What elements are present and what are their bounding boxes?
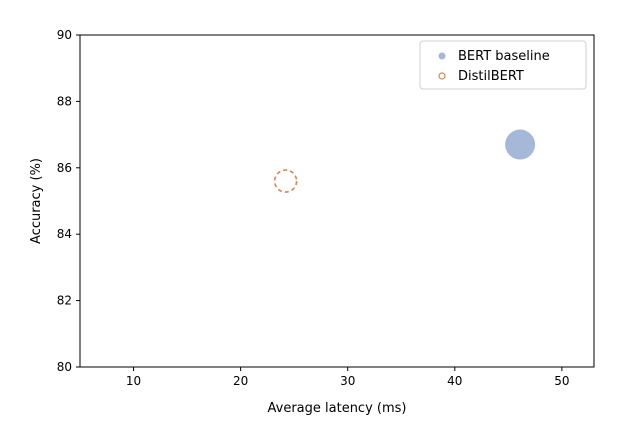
y-tick-label: 90 [57,28,72,42]
x-tick-label: 50 [554,374,569,388]
plot-frame [79,34,595,368]
y-axis-label: Accuracy (%) [29,158,44,244]
axes-layer: 10 20 30 40 50 80 82 84 86 88 90 [57,28,595,388]
legend-label-distilbert: DistilBERT [458,69,524,84]
marks-layer [273,129,536,193]
data-point-distilbert [273,169,298,193]
legend-marker-bert-baseline [438,52,446,60]
x-tick-label: 10 [126,374,141,388]
y-tick-label: 84 [57,227,72,241]
x-tick-label: 20 [233,374,248,388]
x-axis-label: Average latency (ms) [268,401,407,416]
legend-marker-distilbert [438,72,446,80]
legend-label-bert-baseline: BERT baseline [458,49,550,64]
y-tick-label: 86 [57,161,72,175]
y-tick-label: 80 [57,360,72,374]
data-point-bert-baseline [505,129,536,160]
x-tick-label: 40 [447,374,462,388]
legend-box [419,40,587,90]
y-tick-label: 88 [57,94,72,108]
legend: BERT baseline DistilBERT [419,40,587,90]
y-tick-label: 82 [57,294,72,308]
x-tick-label: 30 [340,374,355,388]
